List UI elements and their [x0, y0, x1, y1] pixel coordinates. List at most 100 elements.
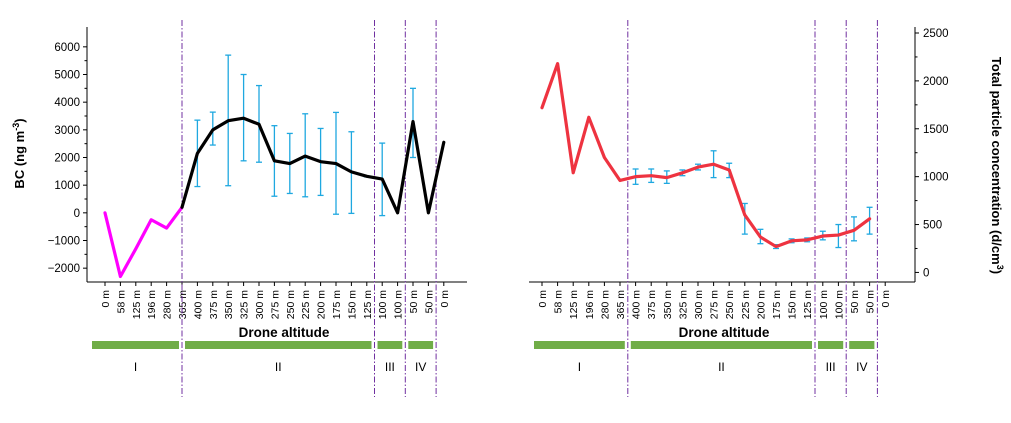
- data-point: [681, 172, 683, 174]
- x-tick-label: 200 m: [316, 290, 328, 319]
- data-point: [443, 141, 445, 143]
- data-point: [412, 121, 414, 123]
- data-point: [775, 246, 777, 248]
- phase-bar: [534, 341, 625, 349]
- y-tick-label: 2000: [923, 76, 949, 88]
- y-tick-label: 2500: [923, 28, 949, 40]
- x-tick-label: 225 m: [300, 290, 312, 319]
- x-tick-label: 125 m: [131, 290, 143, 319]
- phase-label: I: [578, 360, 581, 374]
- data-point: [104, 212, 106, 214]
- x-tick-label: 125 m: [362, 290, 374, 319]
- series-line: [180, 116, 446, 215]
- phase-bar: [408, 341, 434, 349]
- data-point: [366, 175, 368, 177]
- x-tick-label: 50 m: [865, 290, 877, 314]
- data-point: [837, 234, 839, 236]
- x-tick-label: 325 m: [239, 290, 251, 319]
- phase-bar: [92, 341, 179, 349]
- data-point: [273, 160, 275, 162]
- x-tick-label: 150 m: [346, 290, 358, 319]
- x-tick-label: 125 m: [802, 290, 814, 319]
- data-point: [196, 152, 198, 154]
- data-point: [853, 229, 855, 231]
- data-point: [243, 117, 245, 119]
- x-tick-label: 50 m: [408, 290, 420, 314]
- y-axis-label-part: ): [989, 270, 1004, 274]
- phase-bar: [630, 341, 812, 349]
- x-tick-label: 375 m: [208, 290, 220, 319]
- data-point: [397, 212, 399, 214]
- x-tick-label: 400 m: [631, 290, 643, 319]
- phase-bar: [849, 341, 875, 349]
- data-point: [635, 176, 637, 178]
- data-point: [119, 275, 121, 277]
- x-tick-label: 0 m: [100, 290, 112, 308]
- data-point: [713, 163, 715, 165]
- data-point: [759, 236, 761, 238]
- data-point: [806, 239, 808, 241]
- y-axis-label: BC (ng m-3): [11, 118, 27, 188]
- x-axis-label: Drone altitude: [679, 325, 770, 340]
- x-tick-label: 125 m: [568, 290, 580, 319]
- phase-label: III: [385, 360, 395, 374]
- y-tick-label: −1000: [48, 236, 80, 248]
- x-tick-label: 350 m: [223, 290, 235, 319]
- y-tick-label: 4000: [54, 97, 80, 109]
- data-point: [557, 63, 559, 65]
- data-point: [181, 206, 183, 208]
- x-tick-label: 300 m: [693, 290, 705, 319]
- y-axis-label: Total particle concentration (d/cm3): [989, 57, 1005, 274]
- x-tick-label: 58 m: [553, 290, 565, 314]
- data-point: [166, 227, 168, 229]
- data-point: [572, 172, 574, 174]
- y-axis-label-part: -3: [11, 123, 21, 131]
- x-tick-label: 275 m: [709, 290, 721, 319]
- y-tick-label: 6000: [54, 42, 80, 54]
- series-line: [540, 62, 872, 249]
- phase-bar: [818, 341, 844, 349]
- x-tick-label: 250 m: [285, 290, 297, 319]
- x-tick-label: 150 m: [787, 290, 799, 319]
- y-tick-label: 1000: [923, 172, 949, 184]
- data-point: [350, 171, 352, 173]
- phase-label: I: [134, 360, 137, 374]
- phase-bar: [377, 341, 403, 349]
- data-point: [541, 107, 543, 109]
- x-tick-label: 196 m: [146, 290, 158, 319]
- data-point: [150, 219, 152, 221]
- x-tick-label: 50 m: [849, 290, 861, 314]
- x-tick-label: 175 m: [331, 290, 343, 319]
- data-point: [650, 175, 652, 177]
- data-point: [304, 155, 306, 157]
- series-line: [103, 205, 184, 279]
- x-tick-label: 350 m: [662, 290, 674, 319]
- x-tick-label: 0 m: [537, 290, 549, 308]
- phase-bar: [185, 341, 372, 349]
- y-tick-label: 0: [923, 267, 929, 279]
- x-tick-label: 325 m: [677, 290, 689, 319]
- x-tick-label: 175 m: [771, 290, 783, 319]
- y-tick-label: 0: [74, 208, 80, 220]
- x-tick-label: 300 m: [254, 290, 266, 319]
- data-point: [744, 214, 746, 216]
- data-point: [619, 179, 621, 181]
- data-point: [588, 116, 590, 118]
- y-tick-label: 1500: [923, 124, 949, 136]
- y-tick-label: 2000: [54, 153, 80, 165]
- x-tick-label: 0 m: [439, 290, 451, 308]
- data-point: [320, 161, 322, 163]
- x-tick-label: 58 m: [115, 290, 127, 314]
- x-tick-label: 196 m: [584, 290, 596, 319]
- y-axis-label-part: Total particle concentration (d/cm: [989, 57, 1004, 265]
- x-tick-label: 365 m: [615, 290, 627, 319]
- x-tick-label: 375 m: [646, 290, 658, 319]
- x-tick-label: 0 m: [880, 290, 892, 308]
- x-tick-label: 200 m: [755, 290, 767, 319]
- data-point: [822, 235, 824, 237]
- y-tick-label: 5000: [54, 70, 80, 82]
